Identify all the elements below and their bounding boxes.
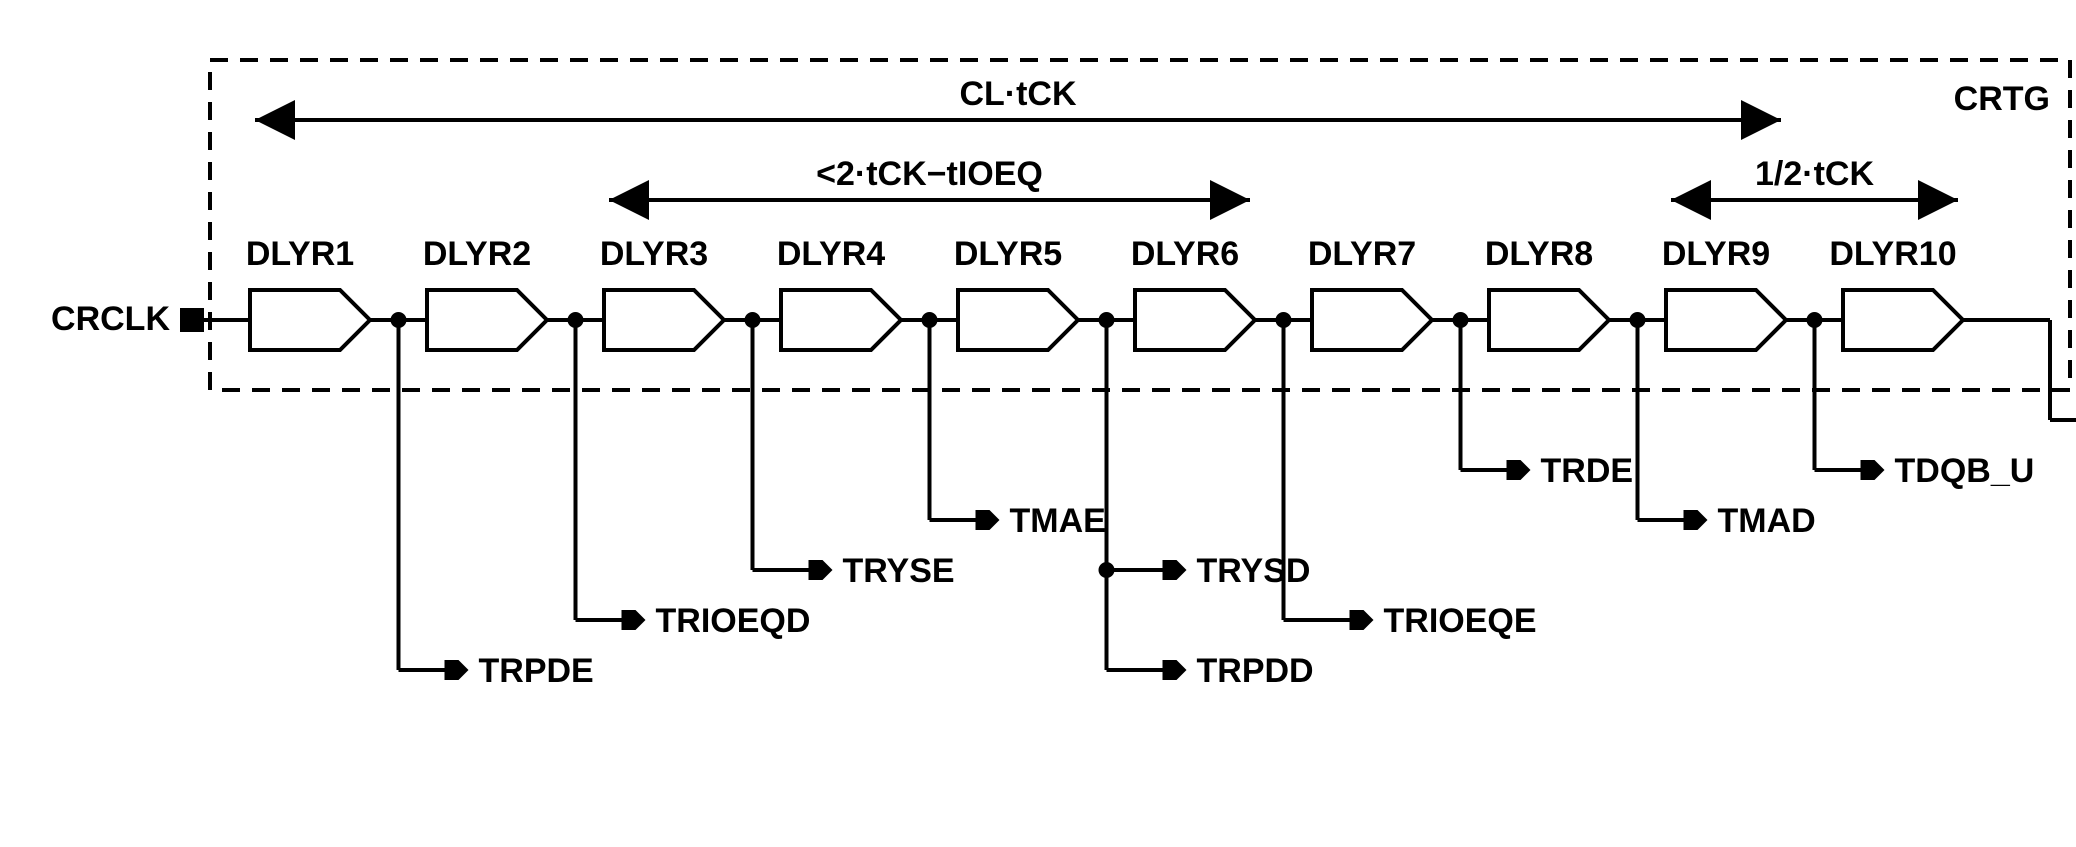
tap-label-TRYSE: TRYSE	[843, 552, 955, 590]
tap-label-TMAD: TMAD	[1718, 502, 1816, 540]
stage-label-9: DLYR9	[1662, 235, 1770, 273]
delay-stage-2	[427, 290, 547, 350]
delay-stage-6	[1135, 290, 1255, 350]
input-label: CRCLK	[51, 300, 170, 338]
stage-label-7: DLYR7	[1308, 235, 1416, 273]
tap-label-TMAE: TMAE	[1010, 502, 1106, 540]
tap-out-TRPDE	[445, 660, 469, 680]
tap-label-TRPDD: TRPDD	[1197, 652, 1314, 690]
tap-out-TDQB_U	[1861, 460, 1885, 480]
tap-out-TRYSD	[1163, 560, 1187, 580]
tap-node-TRYSE	[745, 312, 761, 328]
input-pad	[180, 308, 204, 332]
box-label: CRTG	[1954, 80, 2050, 118]
stage-label-10: DLYR10	[1829, 235, 1956, 273]
tap-node-TRPDD	[1099, 562, 1115, 578]
tap-label-TRIOEQD: TRIOEQD	[656, 602, 811, 640]
stage-label-2: DLYR2	[423, 235, 531, 273]
tap-out-TMAD	[1684, 510, 1708, 530]
stage-label-5: DLYR5	[954, 235, 1062, 273]
tap-node-TMAE	[922, 312, 938, 328]
tap-out-TRYSE	[809, 560, 833, 580]
tap-node-TDQB_U	[1807, 312, 1823, 328]
tap-out-TRPDD	[1163, 660, 1187, 680]
tap-out-TRIOEQD	[622, 610, 646, 630]
delay-stage-3	[604, 290, 724, 350]
delay-stage-10	[1843, 290, 1963, 350]
tap-out-TRDE	[1507, 460, 1531, 480]
tap-node-TRYSD	[1099, 312, 1115, 328]
tap-node-TRDE	[1453, 312, 1469, 328]
delay-stage-4	[781, 290, 901, 350]
tap-node-TMAD	[1630, 312, 1646, 328]
stage-label-6: DLYR6	[1131, 235, 1239, 273]
tap-label-TDQB_U: TDQB_U	[1895, 452, 2035, 490]
tap-label-TRDE: TRDE	[1541, 452, 1634, 490]
delay-stage-1	[250, 290, 370, 350]
tap-node-TRIOEQD	[568, 312, 584, 328]
tap-label-TRYSD: TRYSD	[1197, 552, 1311, 590]
delay-stage-8	[1489, 290, 1609, 350]
stage-label-4: DLYR4	[777, 235, 885, 273]
tap-out-TMAE	[976, 510, 1000, 530]
tap-node-TRPDE	[391, 312, 407, 328]
tap-out-TRIOEQE	[1350, 610, 1374, 630]
delay-stage-7	[1312, 290, 1432, 350]
delay-chain-diagram: CRTG CRCLK DLYR1 DLYR2 DLYR3 DLYR4 DLYR5 DLYR6 D…	[20, 20, 2076, 827]
span-label-top: CL·tCK	[959, 75, 1077, 113]
tap-node-TRIOEQE	[1276, 312, 1292, 328]
delay-stage-5	[958, 290, 1078, 350]
tap-label-TRPDE: TRPDE	[479, 652, 594, 690]
span-label-right: 1/2·tCK	[1755, 155, 1874, 193]
stage-label-1: DLYR1	[246, 235, 354, 273]
delay-stage-9	[1666, 290, 1786, 350]
stage-label-3: DLYR3	[600, 235, 708, 273]
tap-label-TRIOEQE: TRIOEQE	[1384, 602, 1537, 640]
span-label-mid: <2·tCK−tIOEQ	[816, 155, 1043, 193]
stage-label-8: DLYR8	[1485, 235, 1593, 273]
